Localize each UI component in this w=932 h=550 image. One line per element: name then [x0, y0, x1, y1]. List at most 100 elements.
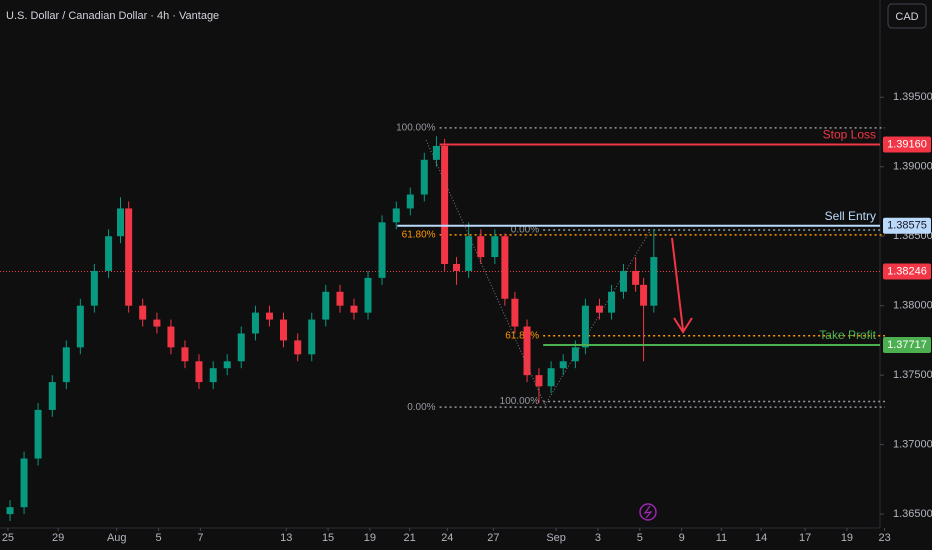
- candle-body: [125, 208, 133, 306]
- x-tick-label: 3: [595, 532, 601, 544]
- x-tick-label: 24: [441, 532, 453, 544]
- x-tick-label: 19: [364, 532, 376, 544]
- candle-body: [581, 305, 589, 348]
- candle-body: [632, 270, 640, 285]
- candle-body: [181, 347, 189, 362]
- currency-label[interactable]: CAD: [895, 11, 918, 23]
- price-badge-label: 1.38575: [887, 220, 927, 232]
- candle-body: [491, 236, 499, 258]
- price-badge-label: 1.37717: [887, 339, 927, 351]
- candle-body: [640, 284, 648, 306]
- candle-body: [62, 347, 70, 383]
- fib-label: 100.00%: [500, 396, 540, 407]
- candle-body: [322, 291, 330, 320]
- candle-body: [265, 312, 273, 320]
- event-icon-bolt: [643, 505, 653, 519]
- x-tick-label: 7: [197, 532, 203, 544]
- candle-body: [432, 145, 440, 160]
- candle-body: [294, 340, 302, 355]
- candle-body: [392, 208, 400, 223]
- fib-label: 61.80%: [402, 229, 436, 240]
- candle-body: [619, 270, 627, 292]
- fib-trend-line: [544, 230, 651, 406]
- x-tick-label: 21: [404, 532, 416, 544]
- x-tick-label: 13: [280, 532, 292, 544]
- x-tick-label: 23: [878, 532, 890, 544]
- y-tick-label: 1.39000: [893, 161, 932, 173]
- candle-body: [209, 368, 217, 383]
- fib-label: 0.00%: [407, 402, 435, 413]
- candle-body: [608, 291, 616, 313]
- candle-body: [406, 194, 414, 209]
- candle-body: [501, 236, 509, 299]
- candle-body: [523, 326, 531, 376]
- candle-body: [595, 305, 603, 313]
- price-badge: [883, 217, 931, 234]
- x-tick-label: 14: [755, 532, 767, 544]
- plot-area: 1.395001.390001.385001.380001.375001.370…: [0, 91, 932, 544]
- x-tick-label: Aug: [107, 532, 127, 544]
- arrow-head: [673, 317, 693, 334]
- candle-body: [167, 326, 175, 348]
- price-badge-label: 1.39160: [887, 138, 927, 150]
- candle-body: [279, 319, 287, 341]
- price-badge-label: 1.38246: [887, 265, 927, 277]
- price-badge: [883, 136, 931, 153]
- x-tick-label: 17: [799, 532, 811, 544]
- y-tick-label: 1.39500: [893, 91, 932, 103]
- candle-body: [378, 222, 386, 278]
- level-name: Take Profit: [819, 328, 876, 342]
- y-tick-label: 1.37000: [893, 439, 932, 451]
- x-tick-label: 5: [637, 532, 643, 544]
- x-tick-label: 15: [322, 532, 334, 544]
- price-badge: [883, 337, 931, 354]
- currency-button[interactable]: [887, 3, 927, 29]
- fib-label: 100.00%: [396, 122, 436, 133]
- candle-body: [453, 264, 461, 271]
- y-tick-label: 1.36500: [893, 508, 932, 520]
- price-badge: [883, 263, 931, 280]
- level-name: Sell Entry: [825, 209, 876, 223]
- candle-body: [90, 270, 98, 306]
- x-tick-label: Sep: [546, 532, 566, 544]
- fib-label: 0.00%: [511, 225, 539, 236]
- level-name: Stop Loss: [823, 128, 876, 142]
- chart-title: U.S. Dollar / Canadian Dollar · 4h · Van…: [6, 10, 219, 22]
- y-tick-label: 1.38000: [893, 300, 932, 312]
- x-tick-label: 11: [716, 532, 727, 544]
- candle-body: [364, 277, 372, 313]
- event-icon[interactable]: [639, 503, 657, 521]
- candle-body: [350, 305, 358, 313]
- candle-body: [420, 159, 428, 195]
- y-tick-label: 1.37500: [893, 369, 932, 381]
- candle-body: [34, 409, 42, 459]
- x-tick-label: 19: [841, 532, 853, 544]
- arrow: [671, 237, 684, 331]
- candle-body: [223, 361, 231, 369]
- candle-body: [6, 507, 14, 515]
- candle-body: [650, 257, 658, 306]
- candle-body: [251, 312, 259, 334]
- candle-body: [139, 305, 147, 320]
- x-tick-label: 5: [156, 532, 162, 544]
- candle-body: [117, 208, 125, 237]
- candle-body: [465, 236, 473, 271]
- candle-body: [48, 382, 56, 410]
- candle-body: [547, 368, 555, 387]
- candle-body: [237, 333, 245, 362]
- x-tick-label: 29: [52, 532, 64, 544]
- candle-body: [441, 145, 449, 264]
- candle-body: [153, 319, 161, 327]
- candle-body: [308, 319, 316, 355]
- candle-body: [559, 361, 567, 369]
- x-tick-label: 27: [487, 532, 499, 544]
- candle-body: [336, 291, 344, 306]
- candle-body: [195, 361, 203, 383]
- candle-body: [76, 305, 84, 348]
- candle-body: [571, 347, 579, 362]
- candle-body: [535, 375, 543, 387]
- x-tick-label: 25: [2, 532, 14, 544]
- fib-label: 61.80%: [505, 330, 539, 341]
